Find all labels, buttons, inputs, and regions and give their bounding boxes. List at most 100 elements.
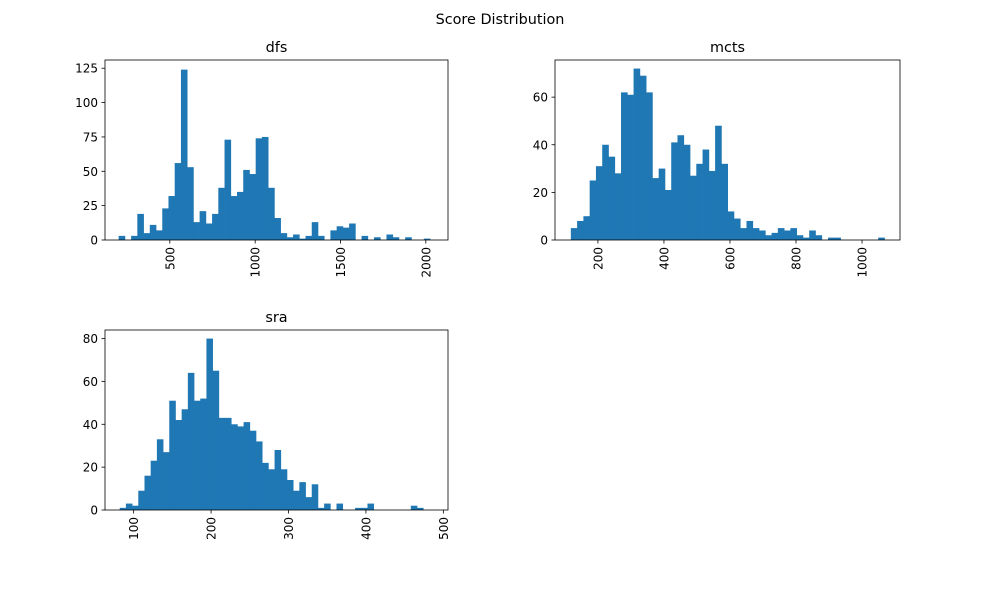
histogram-bar bbox=[621, 92, 628, 240]
histogram-bar bbox=[150, 460, 158, 510]
histogram-bar bbox=[274, 450, 282, 510]
x-tick-label: 1000 bbox=[249, 247, 263, 278]
histogram-bar bbox=[305, 497, 313, 510]
histogram-bar bbox=[174, 163, 182, 240]
y-tick-label: 60 bbox=[533, 91, 548, 105]
histogram-bar bbox=[280, 469, 288, 510]
y-tick-label: 25 bbox=[83, 199, 98, 213]
y-tick-label: 20 bbox=[533, 186, 548, 200]
x-tick-label: 400 bbox=[359, 517, 373, 540]
y-tick-label: 40 bbox=[533, 138, 548, 152]
histogram-bar bbox=[230, 196, 238, 240]
histogram-bar bbox=[759, 230, 766, 240]
subplot-title-mcts: mcts bbox=[710, 40, 745, 56]
y-tick-label: 60 bbox=[83, 375, 98, 389]
histogram-bar bbox=[658, 168, 666, 240]
histogram-bar bbox=[815, 235, 823, 240]
histogram-bar bbox=[652, 178, 660, 240]
bars bbox=[570, 68, 885, 240]
histogram-bar bbox=[293, 490, 300, 510]
histogram-bar bbox=[386, 234, 394, 240]
histogram-bar bbox=[417, 507, 424, 510]
histogram-bar bbox=[231, 424, 238, 510]
histogram-bar bbox=[410, 505, 418, 510]
histogram-bar bbox=[765, 235, 772, 240]
histogram-bar bbox=[212, 370, 220, 510]
y-tick-label: 125 bbox=[75, 62, 98, 76]
bars bbox=[118, 69, 431, 241]
histogram-bar bbox=[193, 222, 200, 240]
histogram-bar bbox=[137, 213, 144, 240]
histogram-bar bbox=[286, 237, 294, 240]
histogram-bar bbox=[118, 235, 126, 240]
histogram-bar bbox=[796, 235, 804, 240]
axes-frame bbox=[554, 59, 901, 241]
histogram-bar bbox=[614, 173, 622, 240]
histogram-bar bbox=[367, 503, 375, 510]
histogram-bar bbox=[336, 503, 344, 510]
histogram-bar bbox=[206, 338, 213, 510]
histogram-bar bbox=[262, 462, 269, 510]
histogram-bar bbox=[639, 75, 647, 240]
y-tick-label: 20 bbox=[83, 461, 98, 475]
histogram-bar bbox=[317, 235, 325, 240]
x-tick-label: 2000 bbox=[419, 247, 433, 278]
histogram-bar bbox=[200, 398, 207, 510]
histogram-bar bbox=[218, 417, 226, 510]
histogram-bar bbox=[305, 235, 313, 240]
histogram-bar bbox=[690, 175, 697, 240]
x-tick-label: 500 bbox=[437, 517, 451, 540]
histogram-bar bbox=[175, 420, 183, 510]
histogram-bar bbox=[205, 223, 213, 240]
histogram-bar bbox=[671, 142, 678, 240]
histogram-bar bbox=[132, 505, 139, 510]
histogram-bar bbox=[802, 237, 810, 240]
histogram-bar bbox=[144, 475, 152, 510]
subplot-title-dfs: dfs bbox=[266, 40, 288, 56]
histogram-bar bbox=[149, 224, 157, 240]
histogram-bar bbox=[677, 135, 685, 240]
histogram-bar bbox=[374, 237, 381, 240]
x-tick-label: 500 bbox=[163, 247, 177, 270]
histogram-bar bbox=[317, 507, 325, 510]
x-tick-label: 100 bbox=[127, 517, 141, 540]
histogram-bar bbox=[746, 220, 754, 240]
histogram-bar bbox=[311, 222, 319, 240]
histogram-bar bbox=[194, 400, 201, 510]
histogram-bar bbox=[180, 69, 188, 241]
histogram-bar bbox=[268, 187, 275, 240]
histogram-bar bbox=[727, 211, 735, 240]
histogram-bar bbox=[828, 237, 835, 240]
axes-frame bbox=[104, 59, 449, 241]
x-tick-label: 1500 bbox=[334, 247, 348, 278]
histogram-bar bbox=[602, 144, 609, 240]
histogram-bar bbox=[784, 230, 791, 240]
histogram-bar bbox=[777, 228, 785, 240]
histogram-bar bbox=[405, 237, 412, 240]
x-tick-label: 1000 bbox=[856, 247, 870, 278]
y-tick-label: 100 bbox=[75, 96, 98, 110]
histogram-bar bbox=[715, 125, 722, 240]
histogram-bar bbox=[809, 230, 816, 240]
histogram-bar bbox=[237, 426, 244, 510]
histogram-bar bbox=[595, 166, 603, 240]
histogram-bar bbox=[423, 238, 431, 240]
histogram-bar bbox=[225, 417, 232, 510]
histogram-bar bbox=[249, 174, 257, 240]
x-tick-label: 800 bbox=[790, 247, 804, 270]
histogram-bar bbox=[280, 233, 288, 240]
histogram-bar bbox=[187, 167, 194, 240]
subplot-mcts: mcts 0 20 40 60 200 400 600 800 1000 bbox=[533, 40, 901, 278]
histogram-bar bbox=[162, 208, 169, 240]
histogram-bar bbox=[324, 503, 331, 510]
x-tick-label: 300 bbox=[282, 517, 296, 540]
subplot-sra: sra 0 20 40 60 80 100 200 300 400 500 bbox=[83, 310, 451, 540]
histogram-bar bbox=[255, 138, 263, 240]
histogram-bar bbox=[696, 163, 703, 240]
histogram-bar bbox=[361, 507, 368, 510]
x-tick-label: 600 bbox=[723, 247, 737, 270]
y-tick-label: 50 bbox=[83, 165, 98, 179]
histogram-bar bbox=[633, 68, 641, 240]
histogram-bar bbox=[771, 232, 779, 240]
histogram-bar bbox=[224, 139, 232, 240]
